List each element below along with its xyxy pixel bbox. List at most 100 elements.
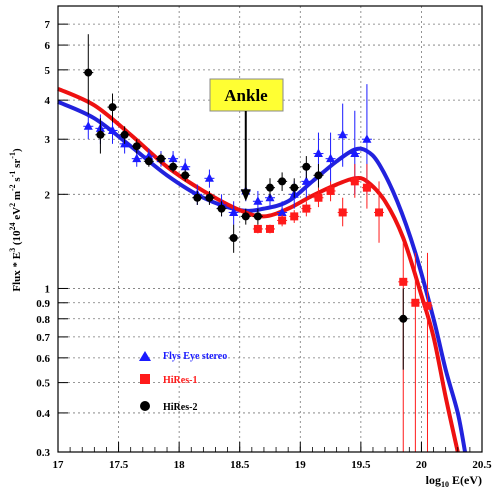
- data-point: [313, 163, 324, 188]
- data-point: [192, 190, 203, 205]
- data-point: [204, 169, 215, 188]
- data-point: [252, 224, 263, 234]
- x-tick-label: 18.5: [230, 459, 250, 471]
- legend-label-hires1: HiRes-1: [163, 375, 197, 386]
- data-point: [361, 163, 372, 209]
- data-point: [95, 118, 106, 154]
- data-point: [83, 34, 94, 115]
- circle-marker: [205, 193, 214, 202]
- data-point: [422, 252, 433, 452]
- data-point: [216, 201, 227, 217]
- circle-marker: [266, 183, 274, 192]
- triangle-marker: [326, 153, 336, 163]
- triangle-marker: [132, 153, 142, 163]
- square-marker: [266, 224, 274, 233]
- x-tick-label: 18: [174, 459, 186, 471]
- data-point: [155, 153, 166, 164]
- axis-ticks: 17 17.5 18 18.5 19 19.5 20 20.50.30.40.50.60.70…: [36, 19, 492, 471]
- circle-marker: [132, 142, 141, 151]
- data-point: [313, 187, 324, 208]
- data-point: [119, 126, 130, 144]
- y-tick-label: 0.7: [36, 332, 50, 344]
- legend-circle-marker: [140, 401, 150, 411]
- fit-curve: [57, 86, 460, 453]
- triangle-marker: [204, 173, 214, 182]
- plot-frame: [57, 5, 483, 453]
- data-point: [143, 156, 154, 167]
- data-point: [410, 252, 421, 452]
- square-marker: [302, 204, 311, 213]
- y-tick-label: 0.3: [36, 447, 50, 459]
- ankle-arrow-head: [240, 189, 251, 202]
- triangle-marker: [338, 129, 348, 139]
- data-point: [337, 197, 348, 227]
- y-tick-label: 4: [45, 95, 51, 107]
- x-tick-label: 17.5: [109, 459, 129, 471]
- data-point: [289, 178, 300, 198]
- circle-marker: [314, 171, 323, 180]
- circle-marker: [399, 314, 408, 323]
- square-marker: [290, 212, 299, 221]
- square-marker: [423, 301, 432, 310]
- circle-marker: [302, 162, 311, 171]
- x-tick-label: 20.5: [472, 459, 492, 471]
- triangle-marker: [350, 148, 360, 158]
- triangle-marker: [362, 134, 372, 143]
- triangle-marker: [144, 151, 154, 160]
- square-marker: [326, 186, 335, 195]
- data-point: [325, 132, 336, 185]
- data-point: [301, 156, 312, 179]
- data-points: [83, 34, 433, 452]
- data-point: [374, 181, 385, 243]
- data-point: [325, 181, 336, 202]
- fit-curve: [57, 100, 468, 453]
- x-tick-label: 17: [53, 459, 65, 471]
- data-point: [107, 93, 118, 123]
- legend-label-hires2: HiRes-2: [163, 402, 197, 413]
- circle-marker: [217, 204, 226, 213]
- y-tick-label: 0.8: [36, 314, 50, 326]
- data-point: [204, 190, 215, 205]
- legend: Flys Eye stereo HiRes-1 HiRes-2: [139, 351, 227, 413]
- triangle-marker: [83, 121, 93, 130]
- circle-marker: [156, 154, 165, 163]
- square-marker: [350, 177, 359, 186]
- circle-marker: [144, 157, 153, 166]
- data-point: [337, 103, 348, 167]
- data-point: [131, 139, 142, 154]
- data-point: [289, 210, 300, 223]
- triangle-marker: [301, 176, 311, 185]
- legend-item-hires1: HiRes-1: [140, 374, 197, 386]
- legend-item-flys-eye: Flys Eye stereo: [139, 351, 227, 362]
- y-tick-label: 2: [45, 189, 51, 201]
- data-point: [265, 178, 275, 198]
- square-marker: [362, 183, 371, 192]
- y-tick-label: 0.5: [36, 378, 50, 390]
- data-point: [277, 172, 288, 191]
- data-point: [265, 224, 275, 234]
- triangle-marker: [180, 161, 190, 171]
- data-point: [180, 169, 191, 182]
- y-tick-label: 1: [45, 283, 51, 295]
- circle-marker: [290, 183, 299, 192]
- ankle-annotation: Ankle: [209, 78, 284, 202]
- data-point: [168, 161, 179, 173]
- y-tick-label: 3: [45, 134, 51, 146]
- triangle-marker: [313, 148, 323, 158]
- x-tick-label: 19.5: [351, 459, 371, 471]
- data-point: [277, 214, 288, 227]
- data-point: [252, 208, 263, 225]
- data-point: [349, 163, 360, 198]
- square-marker: [314, 193, 323, 202]
- triangle-marker: [108, 125, 118, 134]
- data-point: [228, 224, 239, 253]
- square-marker: [411, 298, 420, 307]
- y-tick-label: 6: [45, 40, 51, 52]
- triangle-marker: [168, 153, 178, 163]
- data-point: [83, 114, 94, 140]
- x-axis-label: log10 E(eV): [426, 473, 482, 489]
- circle-marker: [193, 193, 202, 202]
- legend-item-hires2: HiRes-2: [140, 401, 197, 413]
- data-point: [107, 118, 118, 144]
